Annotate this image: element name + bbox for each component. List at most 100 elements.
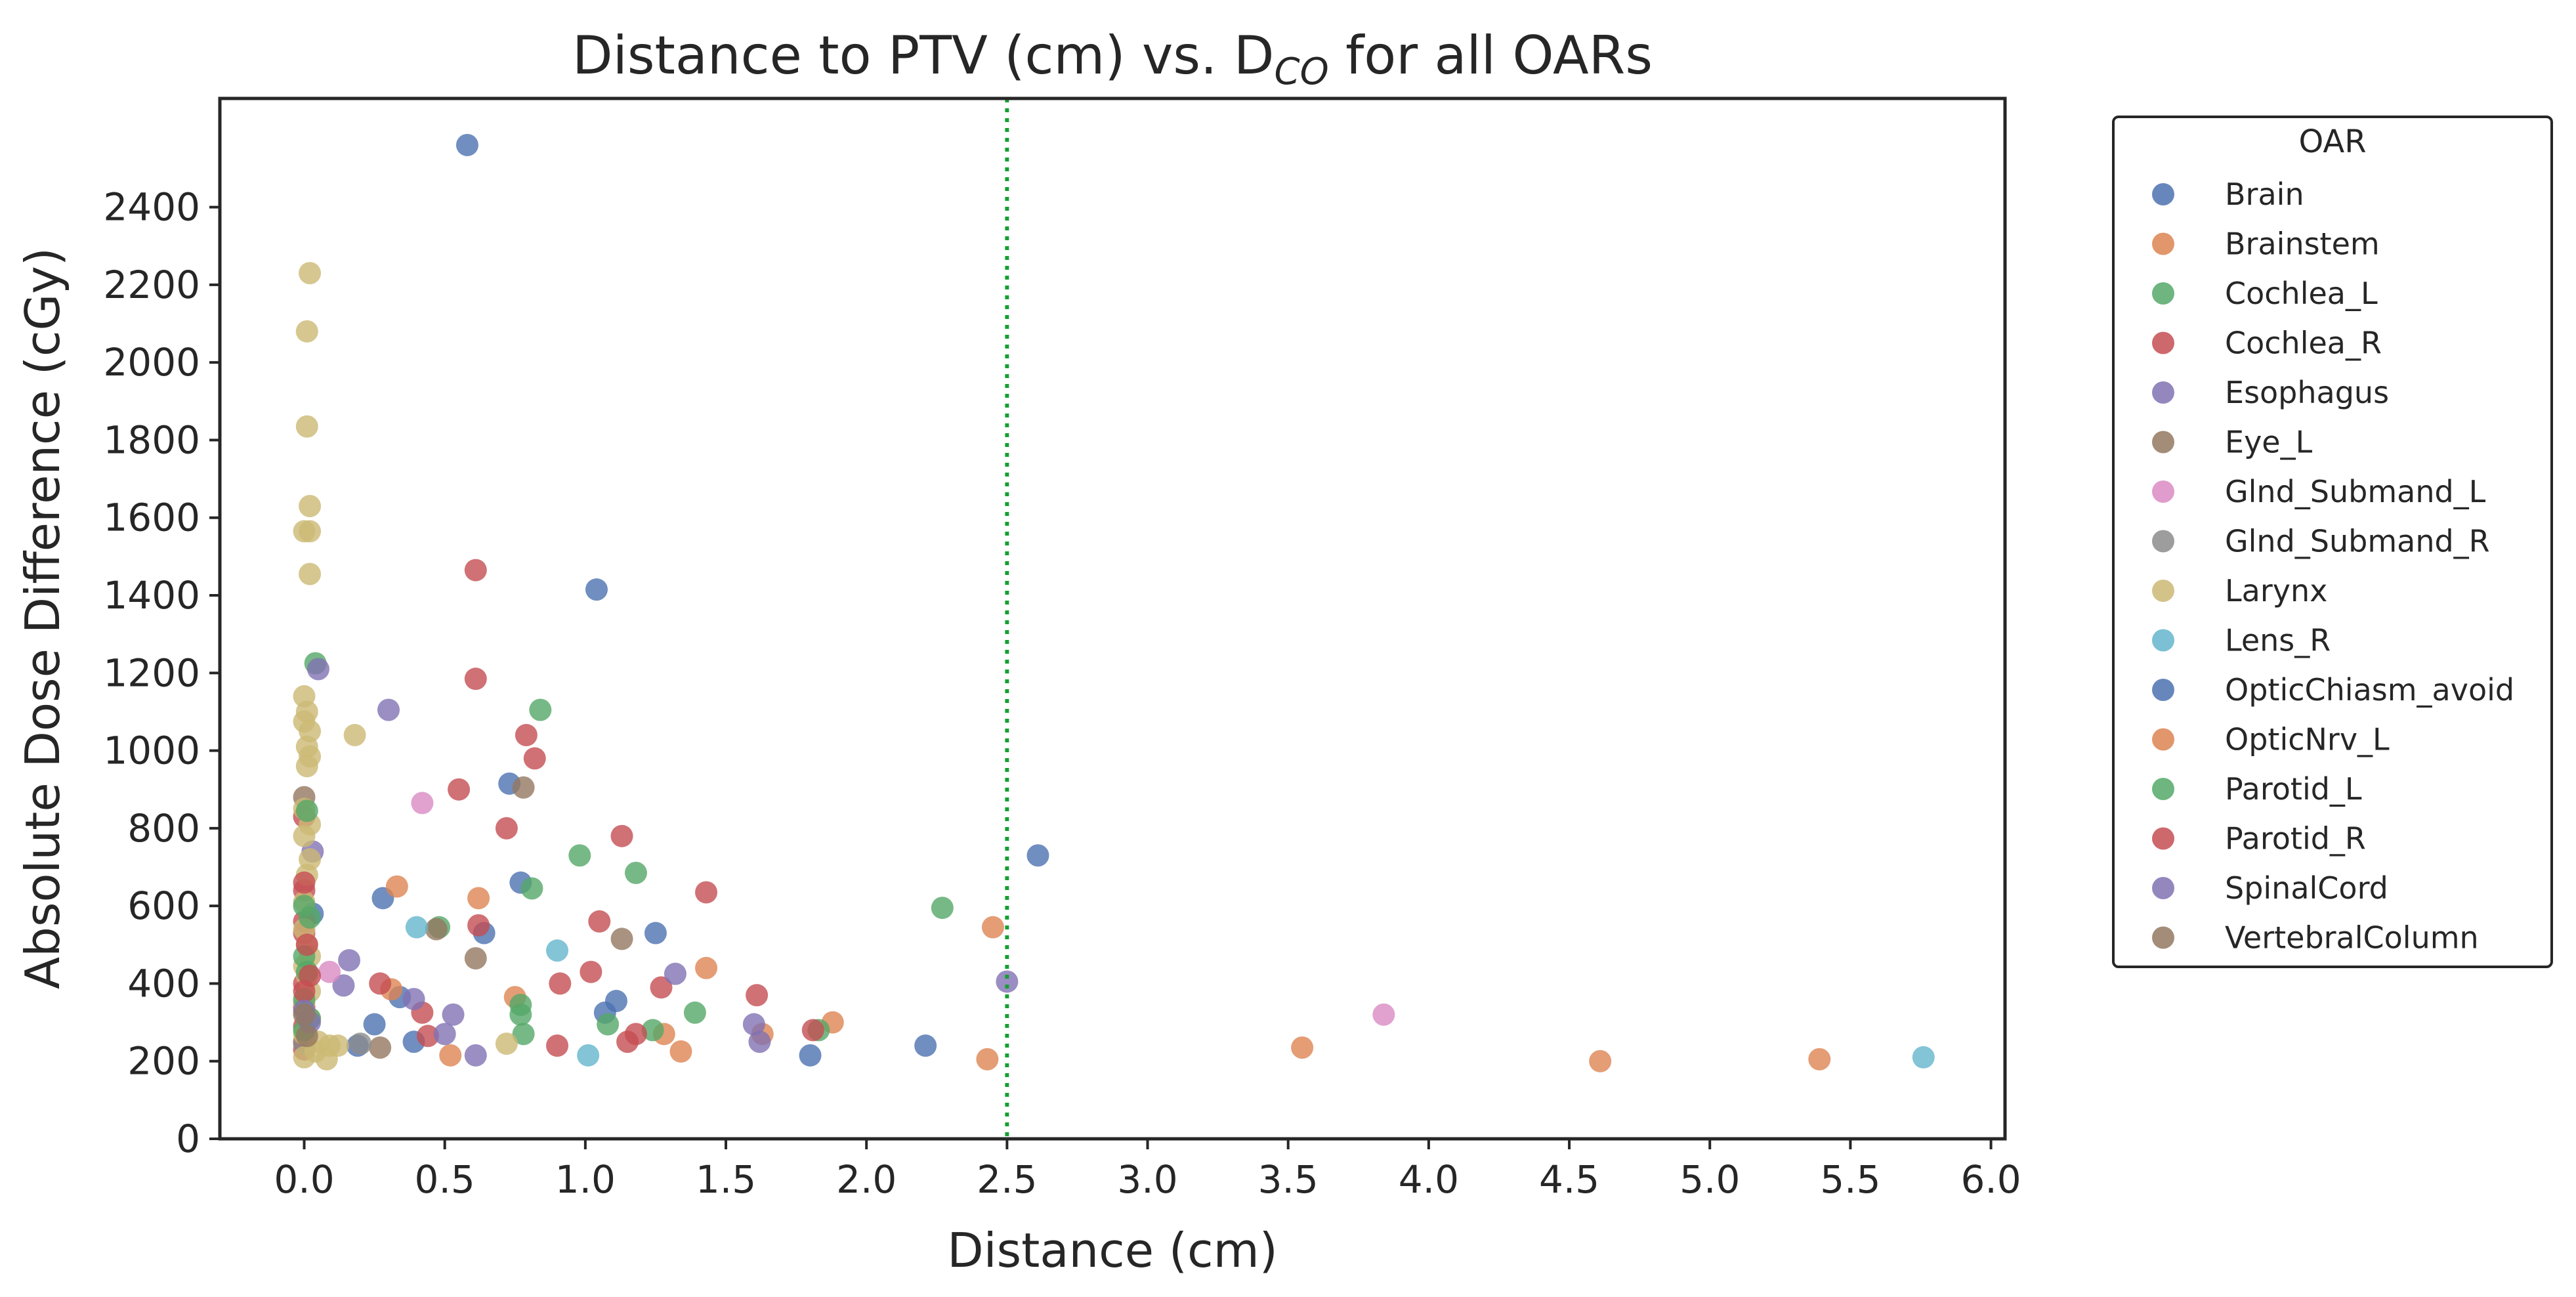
data-point-glnd-submand-r <box>349 1032 372 1055</box>
data-point-cochlea-r <box>467 914 490 937</box>
x-tick-label: 4.5 <box>1539 1157 1599 1202</box>
legend-frame <box>2112 116 2553 968</box>
data-point-brain <box>363 1013 386 1036</box>
data-point-brainstem <box>385 875 408 898</box>
legend-marker <box>2152 827 2174 850</box>
y-tick-label: 0 <box>176 1116 200 1161</box>
legend-label: Brain <box>2225 177 2304 212</box>
legend-item-opticchiasm-avoid: OpticChiasm_avoid <box>2152 672 2514 708</box>
data-point-cochlea-r <box>549 972 572 995</box>
legend-marker <box>2152 282 2174 305</box>
data-point-esophagus <box>402 988 425 1011</box>
legend-marker <box>2152 480 2174 503</box>
legend-marker <box>2152 580 2174 602</box>
data-point-eye-l <box>512 776 535 799</box>
data-point-larynx <box>343 723 366 746</box>
data-point-larynx <box>293 1046 316 1069</box>
data-point-eye-l <box>610 927 633 950</box>
x-tick-label: 3.0 <box>1117 1157 1177 1202</box>
legend-label: Esophagus <box>2225 375 2389 410</box>
data-point-esophagus <box>748 1031 771 1053</box>
data-point-cochlea-r <box>464 668 487 691</box>
data-point-parotid-l <box>295 799 318 822</box>
data-point-vertebralcolumn <box>295 1025 318 1048</box>
data-point-larynx <box>293 824 316 847</box>
legend-item-brain: Brain <box>2152 177 2304 212</box>
y-tick-label: 800 <box>127 806 200 851</box>
legend-label: Glnd_Submand_R <box>2225 524 2490 559</box>
legend-marker <box>2152 778 2174 800</box>
x-tick-label: 2.0 <box>836 1157 897 1202</box>
chart-title: Distance to PTV (cm) vs. DCO for all OAR… <box>572 25 1653 93</box>
data-point-larynx <box>299 563 322 585</box>
y-tick-label: 2200 <box>103 263 200 307</box>
data-point-esophagus <box>377 698 400 721</box>
legend-label: Glnd_Submand_L <box>2225 474 2486 509</box>
data-point-brainstem <box>1291 1036 1314 1059</box>
y-tick-label: 1000 <box>103 729 200 773</box>
legend-label: Larynx <box>2225 573 2327 608</box>
x-tick-label: 1.0 <box>555 1157 616 1202</box>
data-point-parotid-r <box>295 933 318 956</box>
data-point-larynx <box>299 262 322 285</box>
data-point-brain <box>799 1044 822 1067</box>
legend-item-eye-l: Eye_L <box>2152 425 2313 460</box>
data-point-brainstem <box>981 916 1004 939</box>
data-point-cochlea-r <box>416 1025 439 1048</box>
legend-marker <box>2152 926 2174 949</box>
data-point-brain <box>644 922 667 945</box>
data-point-esophagus <box>996 970 1019 993</box>
series-eye-l <box>293 776 633 1059</box>
x-tick-label: 2.5 <box>977 1157 1037 1202</box>
y-tick-label: 1200 <box>103 650 200 695</box>
data-point-cochlea-r <box>588 910 611 933</box>
legend-item-larynx: Larynx <box>2152 573 2327 608</box>
legend-label: Parotid_L <box>2225 771 2362 807</box>
data-point-parotid-r <box>299 964 322 987</box>
series-esophagus <box>301 658 1019 1067</box>
data-point-opticnrv-l <box>1808 1048 1831 1071</box>
data-point-brain <box>1026 844 1049 867</box>
y-tick-label: 600 <box>127 883 200 928</box>
data-point-cochlea-l <box>529 698 552 721</box>
legend-marker <box>2152 629 2174 652</box>
x-tick-label: 4.0 <box>1399 1157 1459 1202</box>
data-point-esophagus <box>433 1023 456 1046</box>
x-tick-label: 5.0 <box>1679 1157 1740 1202</box>
series-vertebralcolumn <box>293 1003 318 1048</box>
legend-label: Eye_L <box>2225 425 2313 460</box>
data-point-esophagus <box>442 1003 465 1026</box>
data-point-lens-r <box>577 1044 600 1067</box>
data-point-cochlea-r <box>695 881 718 904</box>
data-point-larynx <box>299 520 322 543</box>
data-point-parotid-l <box>299 906 322 929</box>
data-point-larynx <box>495 1032 518 1055</box>
data-point-cochlea-r <box>495 817 518 840</box>
data-point-eye-l <box>425 918 448 941</box>
legend-label: Parotid_R <box>2225 821 2366 857</box>
data-point-esophagus <box>338 948 361 971</box>
data-point-brainstem <box>439 1044 462 1067</box>
data-point-eye-l <box>464 946 487 969</box>
chart-title-subscript: CO <box>1274 51 1328 93</box>
legend-label: VertebralColumn <box>2225 920 2479 956</box>
legend-label: Cochlea_L <box>2225 276 2378 311</box>
legend-marker <box>2152 232 2174 255</box>
data-point-cochlea-r <box>464 559 487 582</box>
series-opticnrv-l <box>1589 1048 1831 1073</box>
x-tick-label: 0.5 <box>415 1157 475 1202</box>
legend-label: Lens_R <box>2225 623 2331 658</box>
data-point-cochlea-r <box>624 1023 647 1046</box>
series-lens-r <box>405 916 1935 1069</box>
legend-items: Brain Brainstem Cochlea_L Cochlea_R Esophagu… <box>2152 177 2514 956</box>
y-axis-label: Absolute Dose Difference (cGy) <box>15 247 70 989</box>
x-tick-label: 6.0 <box>1960 1157 2021 1202</box>
legend-item-esophagus: Esophagus <box>2152 375 2389 410</box>
data-point-cochlea-r <box>801 1019 824 1042</box>
data-point-esophagus <box>306 658 329 681</box>
legend-item-glnd-submand-r: Glnd_Submand_R <box>2152 524 2490 559</box>
y-tick-label: 1800 <box>103 417 200 462</box>
data-point-lens-r <box>1912 1046 1935 1069</box>
data-point-cochlea-r <box>546 1034 569 1057</box>
